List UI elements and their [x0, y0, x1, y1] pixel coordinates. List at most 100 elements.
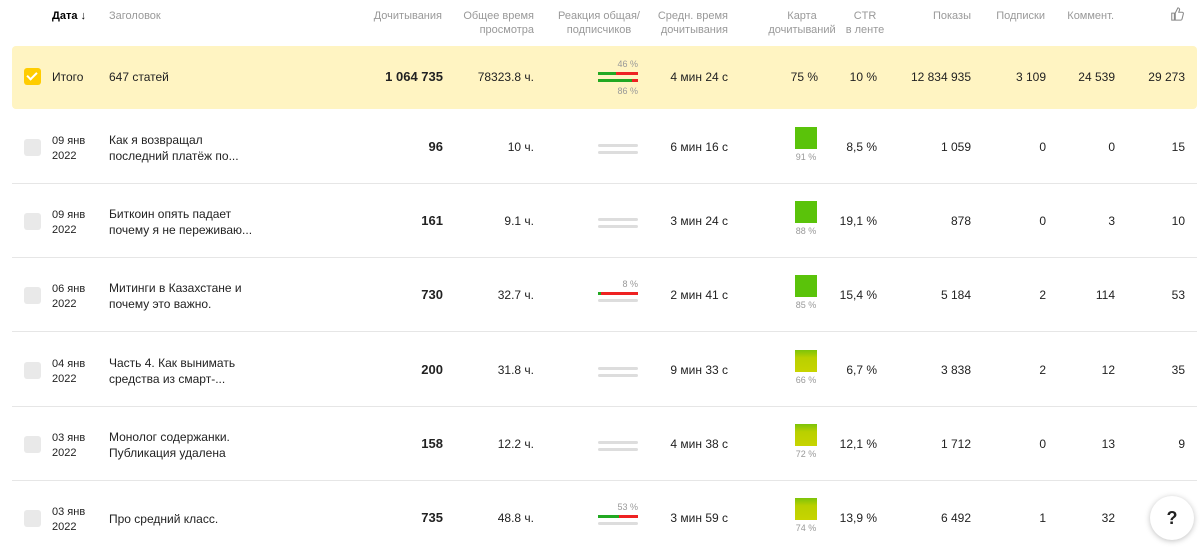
row-avg-time: 4 мин 38 с [670, 437, 728, 451]
row-read-map [795, 127, 817, 149]
row-reaction [598, 428, 638, 462]
total-likes: 29 273 [1148, 70, 1185, 84]
row-title-line2: Публикация удалена [109, 446, 226, 460]
row-title-link[interactable]: Как я возвращал последний платёж по... [109, 132, 259, 164]
row-title-link[interactable]: Монолог содержанки. Публикация удалена [109, 429, 259, 461]
column-title[interactable]: Заголовок [109, 10, 161, 22]
row-reads: 161 [421, 213, 443, 228]
row-avg-time: 9 мин 33 с [670, 363, 728, 377]
row-likes: 10 [1171, 214, 1185, 228]
row-date: 09 янв 2022 [52, 208, 85, 238]
column-reaction[interactable]: Реакция общая/ подписчиков [550, 9, 648, 37]
row-avg-time: 6 мин 16 с [670, 140, 728, 154]
row-title-line1: Часть 4. Как вынимать [109, 356, 236, 370]
column-avg-time[interactable]: Средн. время дочитывания [640, 9, 728, 37]
table-row[interactable]: 03 янв 2022 Про средний класс. 735 48.8 … [12, 481, 1197, 551]
row-subs: 0 [1039, 437, 1046, 451]
table-header: Дата ↓ Заголовок Дочитывания Общее время… [0, 0, 1200, 45]
column-ctr-line1: CTR [853, 10, 877, 22]
row-subs: 1 [1039, 511, 1046, 525]
select-all-checkbox[interactable] [24, 68, 41, 85]
row-subs: 0 [1039, 214, 1046, 228]
column-comments[interactable]: Коммент. [1067, 10, 1114, 22]
row-checkbox[interactable] [24, 362, 41, 379]
column-likes[interactable] [1170, 7, 1184, 25]
row-likes: 15 [1171, 140, 1185, 154]
table-row[interactable]: 09 янв 2022 Биткоин опять падает почему … [12, 184, 1197, 258]
column-avg-time-line2: дочитывания [660, 24, 728, 36]
column-reads[interactable]: Дочитывания [373, 10, 442, 22]
row-reaction-subs-bar [598, 225, 638, 228]
column-total-time[interactable]: Общее время просмотра [450, 9, 534, 37]
total-views: 12 834 935 [910, 70, 971, 84]
column-reaction-line2: подписчиков [566, 24, 632, 36]
row-views: 1 059 [940, 140, 971, 154]
row-reaction-subs-bar [598, 374, 638, 377]
column-read-map[interactable]: Карта дочитываний [752, 9, 852, 37]
row-checkbox[interactable] [24, 287, 41, 304]
row-date-year: 2022 [52, 447, 77, 459]
row-total-time: 32.7 ч. [497, 288, 534, 302]
row-views: 3 838 [940, 363, 971, 377]
row-title-line2: почему это важно. [109, 297, 212, 311]
column-ctr[interactable]: CTR в ленте [826, 9, 904, 37]
table-row[interactable]: 03 янв 2022 Монолог содержанки. Публикац… [12, 407, 1197, 481]
row-reaction-all-bar [598, 218, 638, 221]
row-reaction-pct: 53 % [617, 502, 638, 512]
row-total-time: 48.8 ч. [497, 511, 534, 525]
row-total-time: 10 ч. [507, 140, 534, 154]
row-ctr: 19,1 % [839, 214, 877, 228]
row-reaction: 53 % [598, 502, 638, 536]
row-views: 6 492 [940, 511, 971, 525]
column-avg-time-line1: Средн. время [657, 10, 728, 22]
table-row[interactable]: 04 янв 2022 Часть 4. Как вынимать средст… [12, 333, 1197, 407]
total-reaction-all-bar [598, 72, 638, 75]
row-reaction [598, 205, 638, 239]
row-checkbox[interactable] [24, 436, 41, 453]
row-reaction-all-bar [598, 515, 638, 518]
row-read-map [795, 424, 817, 446]
row-date-day: 09 янв [52, 135, 86, 147]
row-title-line1: Монолог содержанки. [109, 430, 230, 444]
row-avg-time: 3 мин 24 с [670, 214, 728, 228]
table-row[interactable]: 06 янв 2022 Митинги в Казахстане и почем… [12, 258, 1197, 332]
row-comments: 0 [1108, 140, 1115, 154]
column-ctr-line2: в ленте [845, 24, 885, 36]
total-ctr: 10 % [849, 70, 877, 84]
row-total-time: 12.2 ч. [497, 437, 534, 451]
help-button[interactable]: ? [1150, 496, 1194, 540]
row-reads: 730 [421, 287, 443, 302]
column-views[interactable]: Показы [932, 10, 971, 22]
row-date: 09 янв 2022 [52, 134, 85, 164]
row-date: 03 янв 2022 [52, 505, 85, 535]
row-ctr: 15,4 % [839, 288, 877, 302]
row-date: 04 янв 2022 [52, 357, 85, 387]
column-subs[interactable]: Подписки [996, 10, 1045, 22]
row-date-year: 2022 [52, 298, 77, 310]
row-ctr: 13,9 % [839, 511, 877, 525]
total-articles: 647 статей [109, 70, 169, 84]
row-reaction-all-bar [598, 292, 638, 295]
row-reaction [598, 131, 638, 165]
row-title-link[interactable]: Митинги в Казахстане и почему это важно. [109, 280, 259, 312]
table-row[interactable]: 09 янв 2022 Как я возвращал последний пл… [12, 110, 1197, 184]
row-read-map-pct: 91 % [795, 152, 817, 162]
row-title-line1: Биткоин опять падает [109, 207, 232, 221]
row-checkbox[interactable] [24, 139, 41, 156]
row-checkbox[interactable] [24, 213, 41, 230]
row-ctr: 12,1 % [839, 437, 877, 451]
row-views: 5 184 [940, 288, 971, 302]
row-reaction-pct: 8 % [622, 279, 638, 289]
row-views: 1 712 [940, 437, 971, 451]
row-checkbox[interactable] [24, 510, 41, 527]
row-title-line1: Митинги в Казахстане и [109, 281, 242, 295]
row-title-link[interactable]: Часть 4. Как вынимать средства из смарт-… [109, 355, 259, 387]
column-date-sorted[interactable]: Дата ↓ [52, 9, 86, 23]
row-title-link[interactable]: Биткоин опять падает почему я не пережив… [109, 206, 259, 238]
row-subs: 2 [1039, 363, 1046, 377]
row-reads: 735 [421, 510, 443, 525]
total-reaction-subs-pct: 86 % [617, 86, 638, 96]
row-title-link[interactable]: Про средний класс. [109, 511, 259, 527]
row-comments: 13 [1101, 437, 1115, 451]
row-read-map-pct: 72 % [795, 449, 817, 459]
